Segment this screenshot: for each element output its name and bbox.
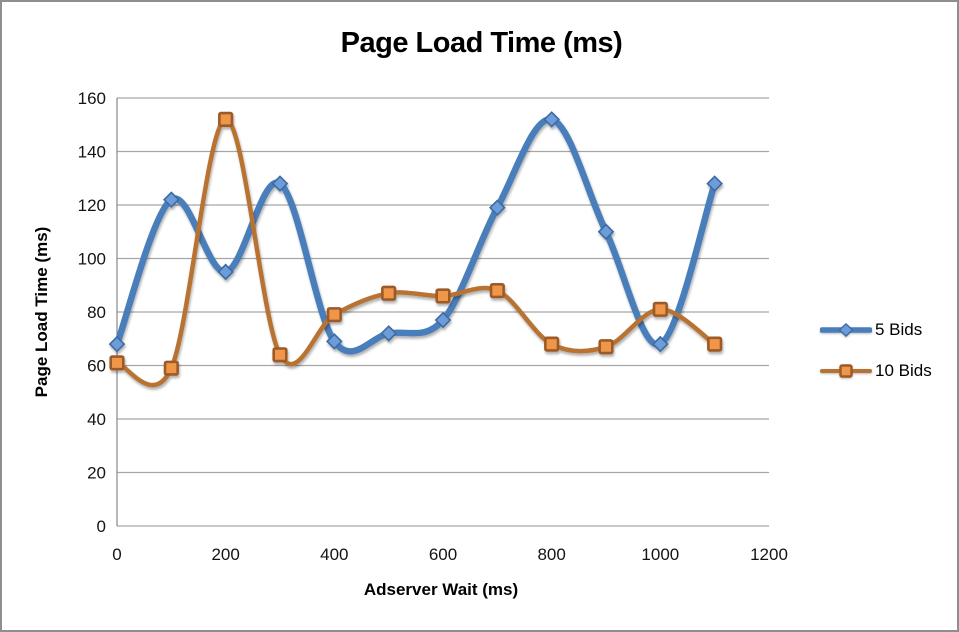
legend-item-10-bids: 10 Bids	[820, 355, 932, 387]
y-tick-label-120: 120	[78, 196, 106, 215]
y-tick-label-60: 60	[87, 357, 106, 376]
x-tick-label-600: 600	[429, 545, 457, 564]
marker-10-bids-0	[109, 355, 125, 371]
marker-10-bids-600	[435, 288, 451, 304]
x-axis-title: Adserver Wait (ms)	[363, 580, 519, 599]
x-tick-label-1200: 1200	[750, 545, 788, 564]
legend: 5 Bids 10 Bids	[820, 314, 932, 387]
series-10-bids	[109, 111, 723, 388]
legend-sample-marker-5-bids	[838, 323, 854, 337]
legend-marker-5-bids	[820, 323, 872, 337]
chart-title: Page Load Time (ms)	[340, 27, 623, 59]
marker-10-bids-800	[544, 336, 560, 352]
marker-10-bids-300	[272, 347, 288, 363]
marker-5-bids-1100	[706, 175, 723, 192]
y-tick-label-80: 80	[87, 303, 106, 322]
x-tick-label-800: 800	[537, 545, 565, 564]
y-tick-label-20: 20	[87, 464, 106, 483]
x-tick-label-400: 400	[320, 545, 348, 564]
series-5-bids	[108, 111, 723, 355]
marker-5-bids-800	[543, 111, 560, 128]
marker-5-bids-400	[326, 333, 343, 350]
marker-10-bids-100	[163, 360, 179, 376]
y-tick-label-0: 0	[97, 517, 106, 536]
legend-marker-10-bids	[820, 364, 872, 378]
marker-5-bids-200	[217, 263, 234, 281]
marker-5-bids-700	[489, 199, 506, 217]
legend-label-10-bids: 10 Bids	[875, 361, 932, 380]
marker-5-bids-1000	[652, 335, 669, 353]
marker-10-bids-500	[381, 285, 397, 301]
legend-item-5-bids: 5 Bids	[820, 314, 932, 346]
legend-label-5-bids: 5 Bids	[875, 320, 923, 339]
marker-5-bids-100	[163, 191, 180, 208]
marker-5-bids-900	[597, 223, 615, 241]
marker-5-bids-600	[434, 311, 452, 329]
marker-5-bids-500	[380, 325, 397, 342]
x-tick-label-0: 0	[112, 545, 121, 564]
marker-10-bids-700	[489, 282, 505, 299]
y-tick-label-140: 140	[78, 143, 106, 162]
marker-5-bids-0	[108, 335, 126, 353]
marker-10-bids-1100	[707, 336, 723, 352]
marker-10-bids-900	[598, 339, 614, 355]
marker-5-bids-300	[271, 175, 289, 192]
marker-10-bids-1000	[652, 301, 668, 317]
y-tick-label-100: 100	[78, 250, 106, 269]
marker-10-bids-400	[326, 307, 342, 323]
x-tick-label-200: 200	[211, 545, 239, 564]
x-tick-label-1000: 1000	[641, 545, 679, 564]
y-tick-label-160: 160	[78, 89, 106, 108]
y-tick-label-40: 40	[87, 410, 106, 429]
legend-sample-marker-10-bids	[839, 364, 853, 378]
marker-10-bids-200	[218, 111, 234, 127]
series-line-5-bids	[113, 116, 718, 355]
